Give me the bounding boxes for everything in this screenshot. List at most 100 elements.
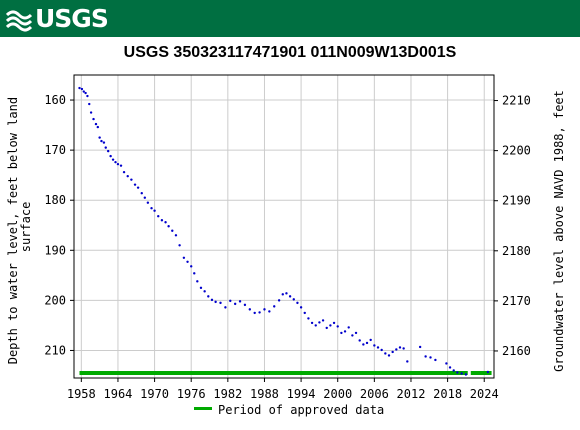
data-point — [119, 164, 123, 167]
data-point — [340, 331, 343, 335]
data-point — [140, 191, 143, 195]
data-point — [362, 343, 365, 346]
y-tick-label: 160 — [44, 93, 66, 107]
approved-period-bar — [79, 371, 468, 375]
data-point — [285, 292, 288, 295]
x-tick-label: 2018 — [433, 387, 462, 401]
approved-period-bar — [470, 371, 492, 375]
usgs-logo[interactable]: USGS — [6, 4, 109, 33]
x-tick-label: 1982 — [213, 387, 242, 401]
plot-area — [73, 74, 495, 379]
data-point — [109, 154, 112, 158]
data-point — [263, 308, 266, 311]
data-point — [365, 341, 369, 345]
chart-grid — [74, 75, 494, 378]
data-point — [369, 338, 372, 342]
data-point — [178, 244, 181, 247]
data-point — [157, 215, 160, 218]
data-point — [277, 299, 281, 302]
data-point — [448, 366, 452, 369]
data-point — [207, 295, 210, 298]
y-tick-label: 200 — [44, 293, 66, 307]
data-point — [314, 324, 317, 327]
data-point — [253, 311, 256, 315]
right-y-axis: 2210 2200 2190 2180 2170 2160 — [494, 94, 531, 358]
data-point — [104, 146, 107, 149]
data-point — [106, 149, 110, 153]
data-point — [84, 91, 87, 95]
data-point — [332, 321, 336, 325]
data-point — [402, 347, 405, 350]
data-point — [199, 286, 203, 290]
data-point — [98, 136, 101, 139]
left-y-axis-title: Depth to water level, feet below land su… — [6, 90, 33, 365]
data-point — [307, 317, 310, 320]
right-y-axis-title: Groundwater level above NAVD 1988, feet — [552, 90, 566, 372]
data-point — [233, 302, 237, 306]
data-point — [321, 319, 325, 322]
data-point — [380, 348, 383, 352]
data-point — [86, 94, 89, 98]
data-point — [94, 122, 98, 126]
y2-tick-label: 2200 — [502, 144, 531, 158]
data-point — [153, 209, 156, 212]
legend: Period of approved data — [194, 403, 384, 417]
data-point — [190, 265, 193, 268]
data-point — [238, 300, 242, 303]
data-point — [193, 272, 196, 275]
data-point — [486, 370, 490, 374]
y2-tick-label: 2160 — [502, 344, 531, 358]
data-point — [111, 158, 115, 161]
left-y-axis: 160 170 180 190 200 210 — [44, 93, 74, 357]
data-point — [214, 300, 217, 304]
data-point — [268, 310, 271, 313]
y2-tick-label: 2210 — [502, 94, 531, 108]
data-point — [347, 326, 350, 329]
data-point — [167, 225, 170, 228]
data-point — [398, 346, 402, 349]
data-point — [210, 298, 214, 302]
approved-data-bars — [79, 371, 492, 375]
y-tick-label: 180 — [44, 193, 66, 207]
data-point — [343, 330, 347, 333]
data-point — [391, 350, 394, 354]
data-point — [292, 298, 295, 301]
x-tick-label: 2024 — [470, 387, 499, 401]
data-point — [171, 229, 174, 232]
data-points — [78, 86, 490, 376]
data-point — [429, 356, 432, 359]
y2-tick-label: 2190 — [502, 194, 531, 208]
x-tick-label: 2000 — [323, 387, 352, 401]
y-tick-label: 210 — [44, 343, 66, 357]
data-point — [351, 334, 354, 337]
y-tick-label: 170 — [44, 143, 66, 157]
data-point — [150, 207, 153, 210]
data-point — [296, 301, 299, 305]
data-point — [92, 117, 95, 121]
data-point — [100, 139, 103, 143]
legend-label-approved: Period of approved data — [218, 403, 384, 417]
data-point — [434, 358, 437, 362]
data-point — [358, 339, 361, 342]
data-point — [229, 299, 232, 303]
left-y-axis-title-line-1: Depth to water level, feet below land — [6, 97, 20, 364]
x-tick-label: 2006 — [360, 387, 389, 401]
data-point — [299, 306, 303, 309]
data-point — [88, 102, 91, 106]
data-point — [258, 311, 261, 314]
data-point — [96, 125, 100, 129]
data-point — [387, 354, 391, 357]
data-point — [248, 308, 252, 311]
data-point — [224, 306, 227, 309]
data-point — [310, 321, 314, 325]
data-point — [445, 362, 448, 365]
usgs-wave-icon — [6, 5, 32, 32]
data-point — [102, 141, 106, 144]
data-point — [114, 160, 117, 164]
x-tick-label: 1976 — [177, 387, 206, 401]
y2-tick-label: 2170 — [502, 294, 531, 308]
data-point — [143, 196, 147, 199]
data-point — [89, 111, 93, 114]
data-point — [373, 344, 376, 347]
data-point — [456, 371, 459, 374]
